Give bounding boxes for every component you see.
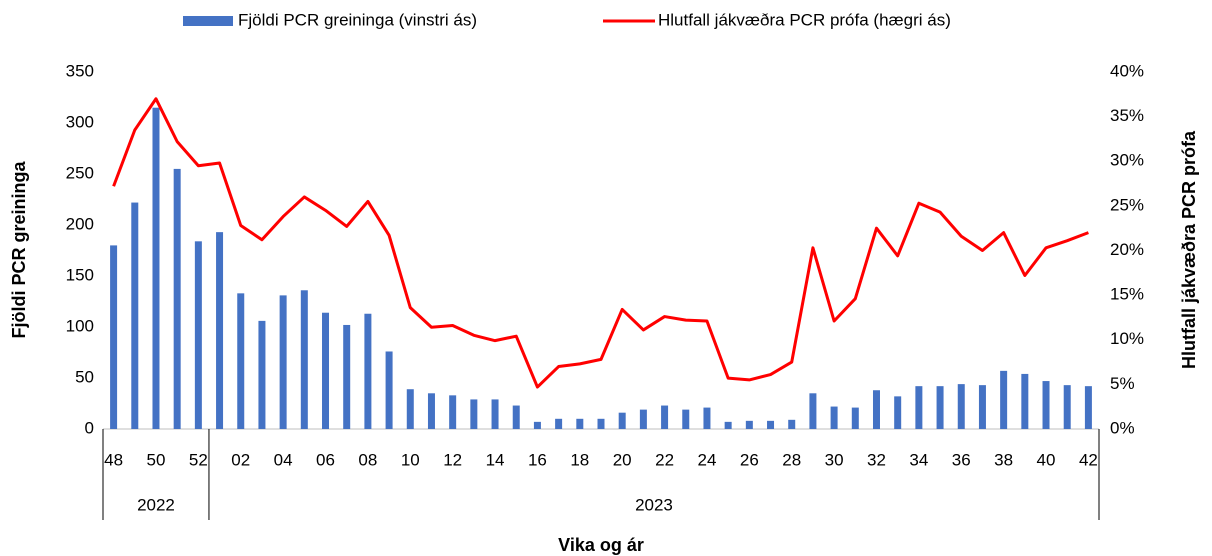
x-tick-label: 32 [867, 450, 886, 469]
y2-tick-label: 40% [1110, 61, 1144, 80]
bar [279, 295, 287, 429]
bar [152, 107, 160, 429]
y2-tick-label: 20% [1110, 240, 1144, 259]
bar [449, 395, 457, 429]
x-tick-label: 34 [909, 450, 928, 469]
bar [470, 399, 478, 429]
legend-swatch [183, 16, 233, 26]
bar [1084, 386, 1092, 429]
bar [957, 384, 965, 429]
x-tick-label: 24 [697, 450, 716, 469]
x-tick-label: 28 [782, 450, 801, 469]
x-group-label: 2022 [137, 495, 175, 514]
bar [661, 405, 669, 429]
bar [258, 320, 266, 429]
bar [894, 396, 902, 429]
bar [597, 418, 605, 429]
bar [173, 168, 181, 429]
x-tick-label: 52 [189, 450, 208, 469]
bar [639, 409, 647, 429]
y2-tick-label: 0% [1110, 418, 1135, 437]
x-tick-label: 20 [613, 450, 632, 469]
bar [851, 407, 859, 429]
bar [110, 245, 118, 429]
bar [385, 351, 393, 429]
x-tick-label: 30 [825, 450, 844, 469]
bar [915, 386, 923, 429]
bar [788, 419, 796, 429]
bar [237, 293, 245, 429]
x-tick-label: 18 [570, 450, 589, 469]
bar [322, 312, 330, 429]
bar [767, 420, 775, 429]
legend-label: Hlutfall jákvæðra PCR prófa (hægri ás) [658, 10, 951, 29]
x-tick-label: 42 [1079, 450, 1098, 469]
y2-tick-label: 15% [1110, 285, 1144, 304]
bar [830, 406, 838, 429]
x-tick-label: 02 [231, 450, 250, 469]
y-tick-label: 50 [75, 367, 94, 386]
x-tick-label: 14 [486, 450, 505, 469]
x-tick-label: 38 [994, 450, 1013, 469]
y-tick-label: 0 [85, 418, 94, 437]
bar [427, 393, 435, 429]
bar [364, 313, 372, 429]
bar [745, 420, 753, 429]
x-tick-label: 10 [401, 450, 420, 469]
bar [576, 418, 584, 429]
bar [406, 389, 414, 429]
bar [1042, 381, 1050, 429]
x-tick-label: 08 [358, 450, 377, 469]
x-group-label: 2023 [635, 495, 673, 514]
bar [724, 421, 732, 429]
y2-tick-label: 35% [1110, 106, 1144, 125]
y-tick-label: 100 [66, 316, 94, 335]
bar [809, 393, 817, 429]
x-tick-label: 50 [147, 450, 166, 469]
y-tick-label: 250 [66, 163, 94, 182]
bar [978, 385, 986, 429]
bar [1000, 370, 1008, 429]
line [112, 97, 1089, 389]
x-tick-label: 36 [952, 450, 971, 469]
legend-label: Fjöldi PCR greininga (vinstri ás) [238, 10, 477, 29]
bar [491, 399, 499, 429]
y2-tick-label: 10% [1110, 329, 1144, 348]
bar [343, 324, 351, 429]
bar [618, 412, 626, 429]
bar [533, 421, 541, 429]
bar [300, 290, 308, 429]
x-tick-label: 04 [274, 450, 293, 469]
bar [131, 202, 139, 429]
x-tick-label: 06 [316, 450, 335, 469]
bar [1063, 385, 1071, 429]
y2-tick-label: 30% [1110, 151, 1144, 170]
y-tick-label: 200 [66, 214, 94, 233]
x-axis-title: Vika og ár [558, 535, 644, 555]
x-tick-label: 12 [443, 450, 462, 469]
x-tick-label: 48 [104, 450, 123, 469]
y2-axis-title: Hlutfall jákvæðra PCR prófa [1179, 130, 1199, 369]
y-axis-title: Fjöldi PCR greininga [9, 161, 29, 339]
bar [1021, 373, 1029, 429]
bar [194, 241, 202, 429]
bar [216, 232, 224, 429]
bar [555, 418, 563, 429]
bar [703, 407, 711, 429]
y-tick-label: 150 [66, 265, 94, 284]
y-tick-label: 300 [66, 112, 94, 131]
bar [936, 386, 944, 429]
bar [682, 409, 690, 429]
x-tick-label: 22 [655, 450, 674, 469]
y-tick-label: 350 [66, 61, 94, 80]
bar [872, 390, 880, 429]
y2-tick-label: 25% [1110, 195, 1144, 214]
x-tick-label: 40 [1037, 450, 1056, 469]
x-tick-label: 16 [528, 450, 547, 469]
y2-tick-label: 5% [1110, 374, 1135, 393]
x-tick-label: 26 [740, 450, 759, 469]
bar [512, 405, 520, 429]
